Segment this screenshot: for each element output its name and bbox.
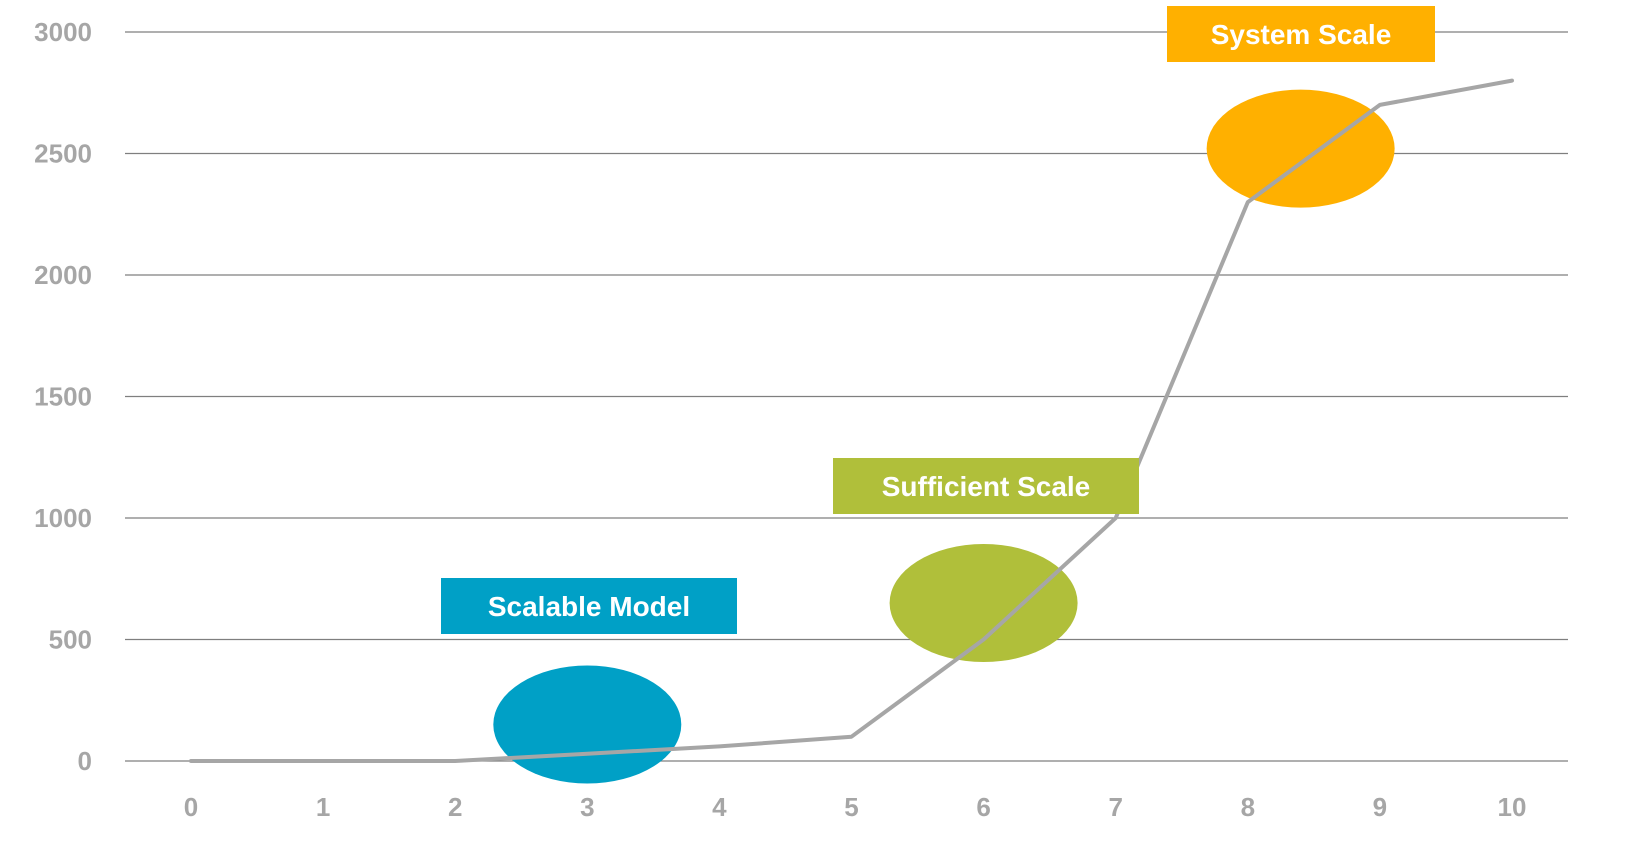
x-tick-label: 0: [184, 792, 198, 822]
y-tick-label: 2000: [34, 260, 92, 290]
annotation-ellipse-1: [493, 665, 682, 784]
gridlines: [125, 31, 1568, 762]
x-tick-label: 4: [712, 792, 727, 822]
annotation-callout-1: Scalable Model: [441, 578, 737, 634]
y-tick-label: 0: [78, 746, 92, 776]
annotation-callouts: Scalable Model Sufficient Scale System Sca…: [441, 6, 1435, 634]
callout-box: [833, 458, 1139, 514]
callout-label: System Scale: [1211, 19, 1392, 50]
annotation-ellipse-2: [889, 544, 1078, 663]
x-tick-label: 8: [1241, 792, 1255, 822]
y-tick-label: 1000: [34, 503, 92, 533]
x-tick-label: 5: [844, 792, 858, 822]
annotation-ellipse-3: [1206, 89, 1395, 208]
callout-label: Sufficient Scale: [882, 471, 1091, 502]
x-tick-label: 7: [1108, 792, 1122, 822]
series-line-1: [189, 78, 1514, 763]
x-tick-label: 6: [976, 792, 990, 822]
y-axis-tick-labels: 0 500 1000 1500 2000 2500 3000: [34, 17, 92, 776]
x-tick-label: 2: [448, 792, 462, 822]
x-tick-label: 3: [580, 792, 594, 822]
x-tick-label: 1: [316, 792, 330, 822]
callout-box: [1167, 6, 1435, 62]
x-axis-tick-labels: 0 1 2 3 4 5 6 7 8 9 10: [184, 792, 1527, 822]
y-tick-label: 1500: [34, 382, 92, 412]
annotation-ellipses: [493, 89, 1395, 784]
y-tick-label: 500: [49, 625, 92, 655]
x-tick-label: 10: [1498, 792, 1527, 822]
x-tick-label: 9: [1373, 792, 1387, 822]
annotation-callout-3: System Scale: [1167, 6, 1435, 62]
callout-label: Scalable Model: [488, 591, 690, 622]
series-lines: [189, 78, 1514, 763]
callout-box: [441, 578, 737, 634]
annotation-callout-2: Sufficient Scale: [833, 458, 1139, 514]
y-tick-label: 2500: [34, 139, 92, 169]
y-tick-label: 3000: [34, 17, 92, 47]
